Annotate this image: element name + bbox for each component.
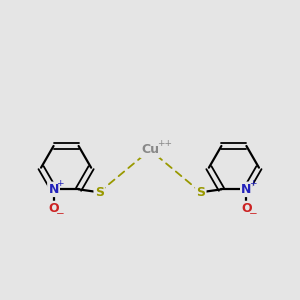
Text: N: N xyxy=(48,183,59,196)
Text: −: − xyxy=(248,209,257,219)
Text: N: N xyxy=(241,183,252,196)
Text: Cu: Cu xyxy=(141,143,159,157)
Text: O: O xyxy=(241,202,252,215)
Text: S: S xyxy=(196,186,205,199)
Text: +: + xyxy=(56,179,64,188)
Text: −: − xyxy=(56,209,64,219)
Text: O: O xyxy=(48,202,59,215)
Text: ++: ++ xyxy=(157,139,172,148)
Text: +: + xyxy=(249,179,257,188)
Text: S: S xyxy=(95,186,104,199)
